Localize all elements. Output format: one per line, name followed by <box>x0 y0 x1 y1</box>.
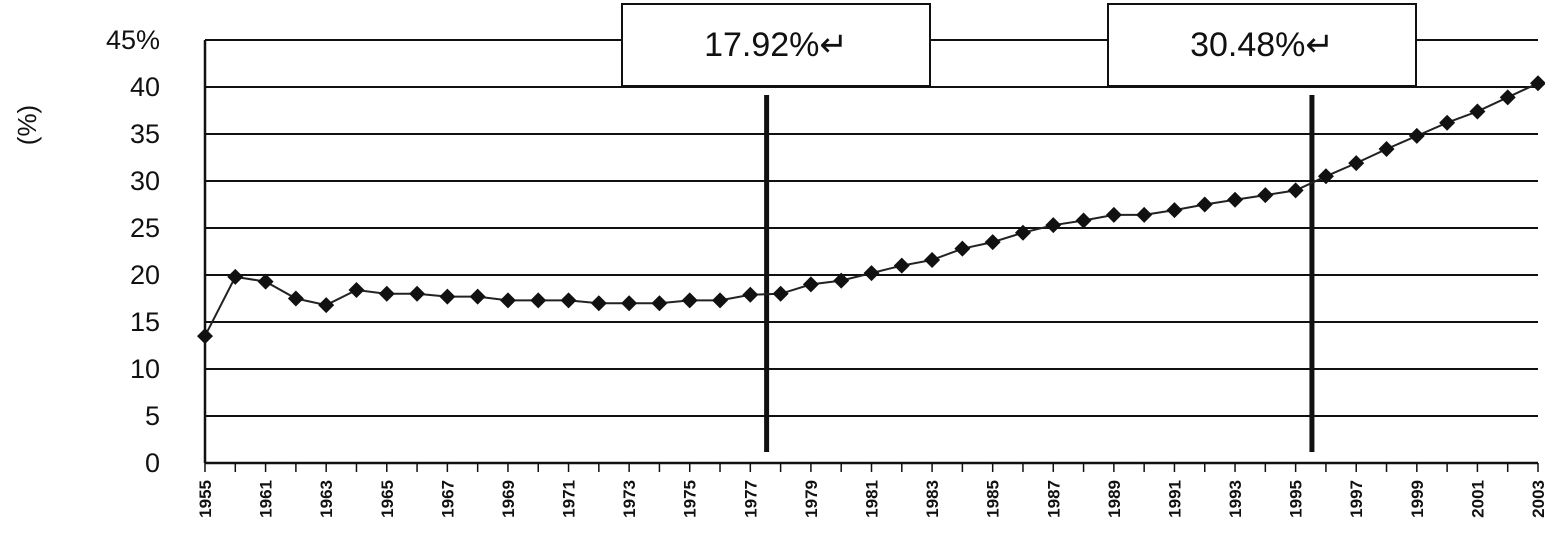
x-tick-label: 1955 <box>196 480 215 518</box>
data-point <box>803 276 819 292</box>
data-point <box>712 292 728 308</box>
data-point <box>894 258 910 274</box>
data-point <box>1076 212 1092 228</box>
data-point <box>1227 192 1243 208</box>
y-tick-label: 30 <box>130 166 160 196</box>
x-tick-label: 1967 <box>438 480 457 518</box>
x-tick-label: 1973 <box>620 480 639 518</box>
x-tick-label: 1965 <box>378 480 397 518</box>
data-point <box>621 295 637 311</box>
data-point <box>773 286 789 302</box>
data-point <box>1257 187 1273 203</box>
data-point <box>1500 89 1516 105</box>
data-point <box>379 286 395 302</box>
x-tick-label: 1999 <box>1408 480 1427 518</box>
x-tick-label: 1987 <box>1044 480 1063 518</box>
data-point <box>1136 207 1152 223</box>
x-tick-label: 1975 <box>681 480 700 518</box>
data-point <box>1106 207 1122 223</box>
data-point <box>561 292 577 308</box>
data-point <box>197 328 213 344</box>
data-point <box>1166 202 1182 218</box>
data-point <box>651 295 667 311</box>
y-tick-label: 10 <box>130 354 160 384</box>
data-point <box>348 282 364 298</box>
y-tick-label: 20 <box>130 260 160 290</box>
x-tick-label: 1989 <box>1105 480 1124 518</box>
data-point <box>530 292 546 308</box>
data-point <box>591 295 607 311</box>
data-point <box>1409 128 1425 144</box>
data-point <box>924 252 940 268</box>
y-tick-label: 5 <box>145 401 160 431</box>
x-tick-label: 1993 <box>1226 480 1245 518</box>
y-tick-label: 45% <box>106 25 160 55</box>
data-point <box>439 289 455 305</box>
y-tick-label: 0 <box>145 448 160 478</box>
x-tick-label: 1961 <box>257 480 276 518</box>
data-point <box>1379 141 1395 157</box>
data-point <box>1530 75 1545 91</box>
data-point <box>470 289 486 305</box>
data-point <box>742 287 758 303</box>
x-tick-label: 1979 <box>802 480 821 518</box>
x-tick-label: 1969 <box>499 480 518 518</box>
x-tick-label: 2001 <box>1468 480 1487 518</box>
x-tick-label: 2003 <box>1529 480 1545 518</box>
x-tick-label: 1981 <box>863 480 882 518</box>
data-point <box>500 292 516 308</box>
x-tick-label: 1997 <box>1347 480 1366 518</box>
data-point <box>864 265 880 281</box>
y-axis-unit-label: (%) <box>12 105 42 145</box>
x-tick-label: 1971 <box>560 480 579 518</box>
data-point <box>682 292 698 308</box>
y-tick-label: 35 <box>130 119 160 149</box>
y-tick-label: 25 <box>130 213 160 243</box>
data-point <box>1045 217 1061 233</box>
annotation-label: 30.48%↵ <box>1190 26 1334 64</box>
data-point <box>1197 197 1213 213</box>
data-point <box>954 241 970 257</box>
data-point <box>1348 155 1364 171</box>
data-point <box>288 291 304 307</box>
data-point <box>227 269 243 285</box>
data-point <box>985 234 1001 250</box>
x-tick-label: 1977 <box>741 480 760 518</box>
data-point <box>1439 115 1455 131</box>
data-point <box>409 286 425 302</box>
x-tick-label: 1985 <box>984 480 1003 518</box>
series-line <box>205 83 1538 336</box>
y-tick-label: 15 <box>130 307 160 337</box>
x-tick-label: 1983 <box>923 480 942 518</box>
axis-layer <box>205 40 1538 472</box>
data-point <box>1469 103 1485 119</box>
annotation-label: 17.92%↵ <box>704 26 848 64</box>
x-tick-label: 1963 <box>317 480 336 518</box>
data-point <box>318 297 334 313</box>
x-tick-label: 1995 <box>1287 480 1306 518</box>
label-layer: 0 5 10 15 20 25 30 35 40 45% 1955 1961 1963 1965 1967 1… <box>106 25 1545 518</box>
grid-layer <box>205 40 1538 416</box>
x-tick-label: 1991 <box>1165 480 1184 518</box>
y-tick-label: 40 <box>130 72 160 102</box>
series-layer <box>197 75 1545 344</box>
data-point <box>1288 182 1304 198</box>
